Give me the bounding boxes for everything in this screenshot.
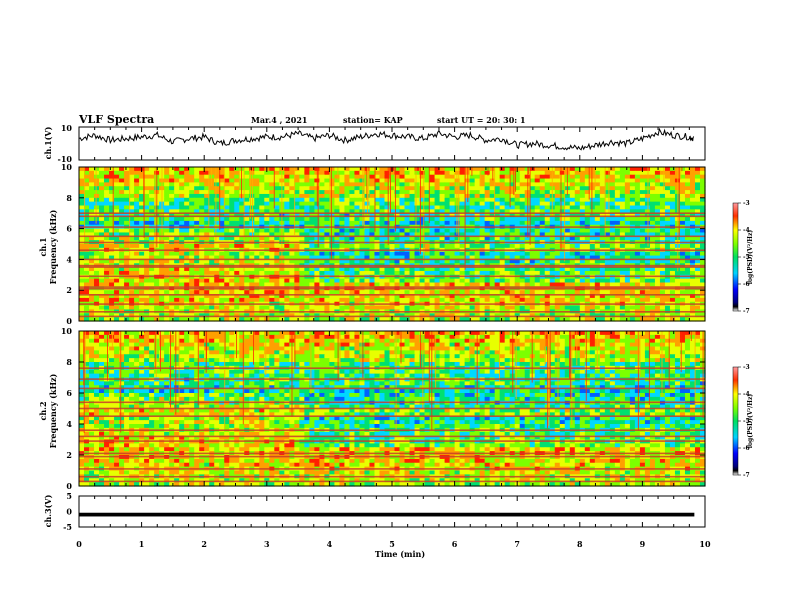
ch2-spectrogram — [79, 331, 706, 487]
y-tick-label: 8 — [66, 193, 72, 203]
ch1-spectrogram — [79, 167, 706, 322]
y-tick-label: 2 — [66, 450, 72, 460]
colorbar-tick-label: -7 — [743, 308, 750, 315]
x-tick-label: 9 — [640, 539, 646, 549]
y-tick-label: 5 — [66, 491, 72, 501]
colorbar-tick-label: -5 — [743, 254, 750, 261]
colorbar-tick-label: -3 — [743, 200, 750, 207]
x-tick-label: 3 — [264, 539, 270, 549]
x-tick-label: 1 — [139, 539, 145, 549]
axis-ticks — [78, 127, 706, 527]
colorbar-tick-label: -4 — [743, 391, 750, 398]
ch1-waveform-ylabel: ch.1(V) — [43, 126, 53, 159]
ch1-spectrogram-ylabel: ch.1 Frequency (kHz) — [38, 209, 58, 284]
x-tick-label: 6 — [452, 539, 458, 549]
y-tick-label: -5 — [63, 522, 72, 532]
y-tick-label: 10 — [61, 162, 73, 172]
y-tick-label: 4 — [66, 254, 72, 264]
date-label: Mar.4 , 2021 — [251, 115, 308, 125]
ch1-colorbar: -3 -4 -5 -6 -7 log(PSD)(V²/Hz) — [732, 200, 754, 315]
x-axis-title: Time (min) — [375, 549, 425, 559]
y-tick-label: 6 — [66, 388, 72, 398]
y-tick-label: 10 — [61, 326, 73, 336]
colorbar-tick-label: -5 — [743, 418, 750, 425]
y-tick-label: 0 — [66, 316, 72, 326]
x-tick-label: 5 — [389, 539, 395, 549]
y-tick-label: 8 — [66, 357, 72, 367]
ch2-colorbar: -3 -4 -5 -6 -7 log(PSD)(V²/Hz) — [732, 364, 754, 479]
colorbar-tick-label: -6 — [743, 445, 750, 452]
colorbar-tick-label: -3 — [743, 364, 750, 371]
colorbar-tick-label: -4 — [743, 227, 750, 234]
ch1-colorbar-label: log(PSD)(V²/Hz) — [747, 230, 754, 285]
x-tick-label: 8 — [577, 539, 583, 549]
y-tick-label: 6 — [66, 224, 72, 234]
figure-title: VLF Spectra — [79, 113, 155, 126]
ch1-waveform-trace — [78, 127, 695, 151]
colorbar-tick-label: -7 — [743, 472, 750, 479]
y-tick-label: 0 — [66, 481, 72, 491]
ch3-waveform-band — [79, 512, 695, 517]
y-tick-label: 10 — [61, 123, 73, 133]
x-tick-label: 4 — [327, 539, 333, 549]
y-tick-label: 0 — [66, 507, 72, 517]
ch2-colorbar-label: log(PSD)(V²/Hz) — [747, 394, 754, 449]
y-tick-label: 4 — [66, 419, 72, 429]
colorbar-tick-label: -6 — [743, 281, 750, 288]
x-tick-labels: 0 1 2 3 4 5 6 7 8 9 10 — [76, 539, 711, 549]
x-tick-label: 7 — [514, 539, 520, 549]
start-time-label: start UT = 20: 30: 1 — [437, 115, 526, 125]
station-label: station= KAP — [343, 115, 403, 125]
ch2-spectrogram-ylabel: ch.2 Frequency (kHz) — [38, 373, 58, 448]
ch3-waveform-ylabel: ch.3(V) — [43, 494, 53, 527]
x-tick-label: 2 — [201, 539, 207, 549]
y-tick-label: -10 — [58, 154, 73, 164]
y-tick-label: 2 — [66, 285, 72, 295]
x-tick-label: 0 — [76, 539, 82, 549]
x-tick-label: 10 — [699, 539, 711, 549]
